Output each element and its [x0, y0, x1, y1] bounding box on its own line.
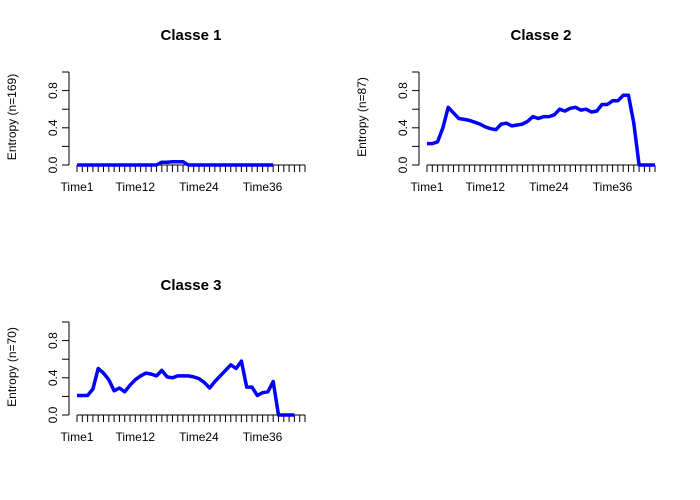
y-tick-label: 0.4: [46, 119, 60, 136]
y-tick-label: 0.8: [396, 82, 410, 99]
x-tick-label: Time24: [529, 180, 569, 194]
x-tick-label: Time12: [116, 180, 156, 194]
y-axis-label: Entropy (n=169): [5, 74, 19, 160]
x-tick-label: Time36: [243, 430, 283, 444]
x-tick-label: Time36: [593, 180, 633, 194]
x-tick-label: Time12: [116, 430, 156, 444]
y-tick-label: 0.8: [46, 82, 60, 99]
x-tick-label: Time24: [179, 430, 219, 444]
y-tick-label: 0.4: [396, 119, 410, 136]
x-tick-label: Time36: [243, 180, 283, 194]
y-tick-label: 0.0: [46, 156, 60, 173]
x-tick-label: Time24: [179, 180, 219, 194]
entropy-series-line: [77, 359, 295, 417]
x-tick-label: Time12: [466, 180, 506, 194]
entropy-series-line: [427, 93, 655, 167]
x-tick-label: Time1: [61, 430, 94, 444]
y-axis-label: Entropy (n=87): [355, 77, 369, 157]
panel-title: Classe 2: [511, 27, 572, 44]
y-tick-label: 0.0: [46, 406, 60, 423]
panel-title: Classe 1: [161, 27, 222, 44]
panel-1: Classe 1 Entropy (n=169) 0.0 0.4 0.8 Time1 Tim…: [5, 27, 306, 194]
y-tick-label: 0.4: [46, 369, 60, 386]
y-tick-label: 0.0: [396, 156, 410, 173]
panel-3: Classe 3 Entropy (n=70) 0.0 0.4 0.8 Time1 Time…: [5, 277, 306, 444]
panel-2: Classe 2 Entropy (n=87) 0.0 0.4 0.8 Time1 Time…: [355, 27, 656, 194]
x-tick-label: Time1: [411, 180, 444, 194]
y-tick-label: 0.8: [46, 332, 60, 349]
x-tick-label: Time1: [61, 180, 94, 194]
y-axis-label: Entropy (n=70): [5, 327, 19, 407]
entropy-series-line: [77, 159, 274, 167]
panel-title: Classe 3: [161, 277, 222, 294]
